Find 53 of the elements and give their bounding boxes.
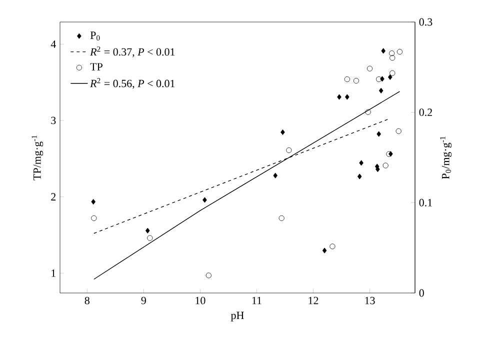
point (366, 66, 373, 72)
point (376, 131, 381, 137)
point (390, 70, 396, 76)
point (359, 160, 364, 166)
x-tick-label: 8 (84, 296, 90, 304)
point (286, 147, 292, 154)
point (330, 244, 336, 250)
point (386, 151, 392, 157)
y2-tick-label: 0 (419, 289, 424, 297)
point (365, 109, 371, 115)
point (382, 162, 388, 168)
legend-label: P$_{0}$ (90, 32, 100, 41)
x-tick-label: 11 (252, 296, 262, 304)
point (202, 197, 207, 203)
point (278, 215, 284, 221)
point (396, 48, 403, 55)
point (91, 198, 96, 205)
y-tick-label: 3 (51, 116, 56, 124)
point (376, 76, 382, 82)
legend-label: TP (90, 63, 102, 70)
point (357, 174, 362, 180)
point (273, 172, 278, 178)
point (390, 55, 396, 61)
point (322, 248, 327, 254)
y2-tick-label: 0.1 (419, 198, 432, 206)
legend-label: R$^{2}$ = 0.56, P < 0.01 (90, 78, 175, 89)
point (344, 76, 350, 82)
point (389, 50, 395, 56)
y-tick-label: 1 (52, 270, 56, 277)
x-tick-label: 10 (196, 296, 206, 304)
point (91, 215, 97, 221)
y2-axis-title: P$_{0}$/mg·g$^{-1}$ (440, 136, 452, 180)
point (206, 272, 212, 278)
x-tick-label: 9 (141, 296, 146, 304)
y-axis-title: TP/mg·g$^{-1}$ (32, 135, 44, 180)
point (345, 94, 350, 100)
point (378, 88, 384, 94)
point (280, 129, 285, 135)
point (353, 78, 360, 84)
x-tick-label: 12 (308, 296, 318, 304)
point (145, 228, 150, 234)
point (381, 48, 386, 54)
y-tick-label: 2 (51, 193, 56, 200)
point (396, 128, 402, 134)
y2-tick-label: 0.2 (419, 108, 432, 116)
y2-tick-label: 0.3 (419, 18, 432, 26)
point (388, 74, 392, 80)
y-tick-label: 4 (50, 40, 56, 48)
x-axis-title: pH (230, 312, 244, 322)
x-tick-label: 13 (365, 296, 375, 304)
legend-label: R$^{2}$ = 0.37, P < 0.01 (90, 46, 175, 58)
point (337, 94, 342, 100)
point (147, 235, 153, 241)
